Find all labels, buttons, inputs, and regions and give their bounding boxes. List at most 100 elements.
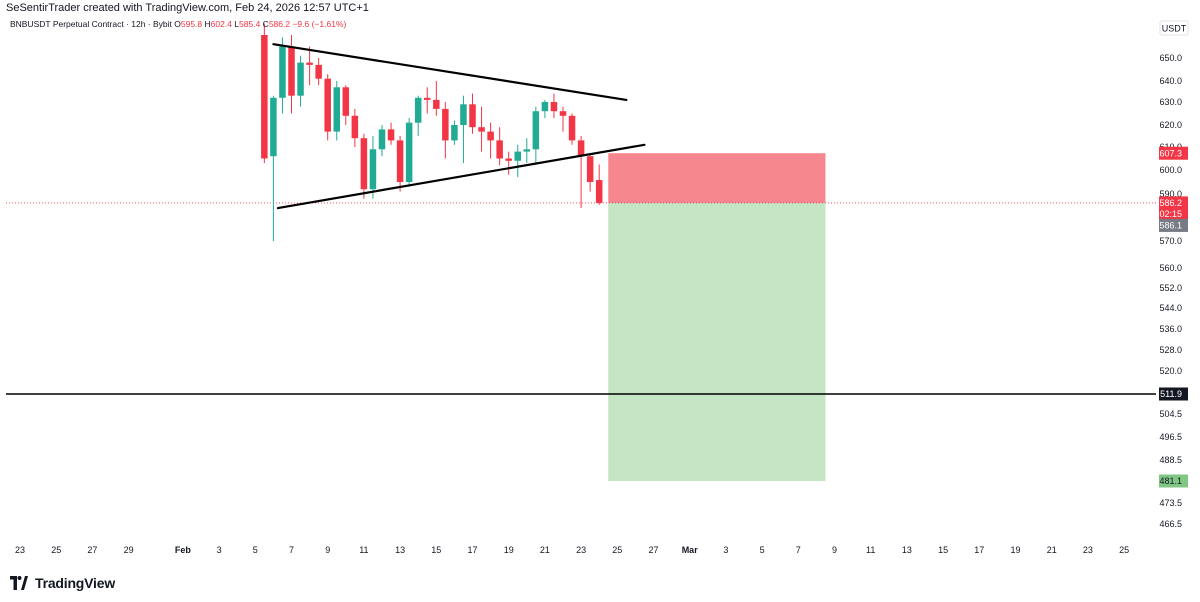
- candle[interactable]: [279, 46, 286, 98]
- candle[interactable]: [595, 180, 603, 203]
- candle[interactable]: [369, 149, 377, 190]
- candle[interactable]: [514, 151, 522, 161]
- y-tick-label: 544.0: [1159, 303, 1182, 313]
- currency-label: USDT: [1162, 24, 1187, 34]
- candle[interactable]: [270, 97, 277, 157]
- x-tick-label: 17: [974, 545, 984, 555]
- x-tick-label: 21: [1047, 545, 1057, 555]
- x-tick-label: 29: [124, 545, 134, 555]
- take-profit-zone[interactable]: [608, 202, 826, 481]
- chart-legend: BNBUSDT Perpetual Contract · 12h · Bybit…: [10, 19, 346, 29]
- x-tick-label: 23: [576, 545, 586, 555]
- candle[interactable]: [469, 104, 476, 128]
- x-tick-label: Mar: [682, 545, 699, 555]
- x-tick-label: 7: [289, 545, 294, 555]
- x-tick-label: 25: [612, 545, 622, 555]
- candle[interactable]: [568, 115, 576, 141]
- candle[interactable]: [405, 122, 413, 182]
- y-tick-label: 600.0: [1159, 165, 1182, 175]
- candlestick-chart[interactable]: 650.0640.0630.0620.0610.0600.0590.0570.0…: [6, 17, 1194, 567]
- candle[interactable]: [532, 111, 540, 150]
- candle[interactable]: [424, 97, 431, 100]
- trendline-upper[interactable]: [272, 43, 628, 102]
- y-tick-label: 504.5: [1159, 409, 1182, 419]
- y-tick-label: 560.0: [1159, 263, 1182, 273]
- candle[interactable]: [333, 87, 341, 132]
- candle[interactable]: [378, 129, 386, 150]
- y-tick-label: 520.0: [1159, 366, 1182, 376]
- y-tick-label: 496.5: [1159, 432, 1182, 442]
- y-tick-label: 473.5: [1159, 498, 1182, 508]
- candle[interactable]: [360, 138, 368, 190]
- x-tick-label: 23: [15, 545, 25, 555]
- support-price-label-bg: [1159, 387, 1188, 401]
- candle[interactable]: [586, 156, 594, 182]
- x-tick-label: 3: [217, 545, 222, 555]
- chart-background: [6, 17, 1194, 567]
- candle[interactable]: [324, 78, 331, 132]
- x-tick-label: 5: [253, 545, 258, 555]
- candle[interactable]: [505, 158, 512, 161]
- y-tick-label: 570.0: [1159, 236, 1182, 246]
- candle[interactable]: [523, 149, 531, 152]
- candle[interactable]: [541, 102, 549, 112]
- target-price-label-bg: [1159, 474, 1188, 488]
- candle[interactable]: [460, 104, 467, 125]
- candle[interactable]: [297, 62, 304, 96]
- y-tick-label: 466.5: [1159, 519, 1182, 529]
- candle[interactable]: [487, 131, 494, 141]
- candle[interactable]: [315, 64, 322, 79]
- x-tick-label: 11: [359, 545, 368, 555]
- tradingview-logo-icon: [10, 576, 28, 590]
- candle[interactable]: [478, 127, 485, 132]
- x-tick-label: Feb: [175, 545, 192, 555]
- x-tick-label: 17: [467, 545, 477, 555]
- y-tick-label: 590.0: [1159, 189, 1182, 199]
- x-tick-label: 15: [938, 545, 948, 555]
- candle[interactable]: [577, 140, 585, 157]
- legend-symbol: BNBUSDT Perpetual Contract · 12h · Bybit: [10, 19, 174, 29]
- legend-open-label: O: [174, 19, 181, 29]
- legend-low: 585.4: [239, 19, 263, 29]
- y-tick-label: 640.0: [1159, 76, 1182, 86]
- candle[interactable]: [342, 87, 350, 116]
- candle[interactable]: [288, 46, 295, 96]
- candle[interactable]: [414, 97, 422, 123]
- candle[interactable]: [261, 35, 268, 159]
- support-price-label: 511.9: [1160, 389, 1182, 399]
- bar-countdown-label-bg: [1159, 207, 1188, 221]
- candle[interactable]: [351, 115, 359, 139]
- legend-change: −9.6 (−1.61%): [292, 19, 346, 29]
- x-tick-label: 25: [51, 545, 61, 555]
- candle[interactable]: [496, 140, 503, 159]
- x-tick-label: 13: [902, 545, 912, 555]
- y-tick-label: 650.0: [1159, 53, 1182, 63]
- x-tick-label: 9: [325, 545, 330, 555]
- y-tick-label: 528.0: [1159, 345, 1182, 355]
- x-tick-label: 9: [832, 545, 837, 555]
- chart-area[interactable]: 650.0640.0630.0620.0610.0600.0590.0570.0…: [6, 17, 1194, 567]
- bar-countdown-label: 02:15: [1159, 209, 1182, 219]
- candle[interactable]: [559, 111, 567, 116]
- stop-loss-zone[interactable]: [608, 153, 826, 203]
- x-tick-label: 11: [866, 545, 875, 555]
- stop-price-label-bg: [1159, 146, 1188, 160]
- y-tick-label: 630.0: [1159, 97, 1182, 107]
- currency-badge[interactable]: [1159, 20, 1189, 36]
- y-tick-label: 552.0: [1159, 283, 1182, 293]
- candle[interactable]: [396, 140, 404, 182]
- candle[interactable]: [306, 62, 313, 65]
- y-tick-label: 536.0: [1159, 324, 1182, 334]
- candle[interactable]: [442, 108, 449, 141]
- candle[interactable]: [387, 129, 395, 141]
- legend-open: 595.8: [181, 19, 205, 29]
- current-price-label: 586.2: [1159, 198, 1182, 208]
- candle[interactable]: [451, 125, 458, 141]
- x-tick-label: 27: [648, 545, 658, 555]
- x-tick-label: 23: [1083, 545, 1093, 555]
- tradingview-branding: TradingView: [8, 574, 115, 592]
- current-price-label-bg: [1159, 196, 1188, 210]
- trendline-lower[interactable]: [276, 143, 646, 210]
- candle[interactable]: [433, 99, 440, 109]
- candle[interactable]: [550, 102, 558, 112]
